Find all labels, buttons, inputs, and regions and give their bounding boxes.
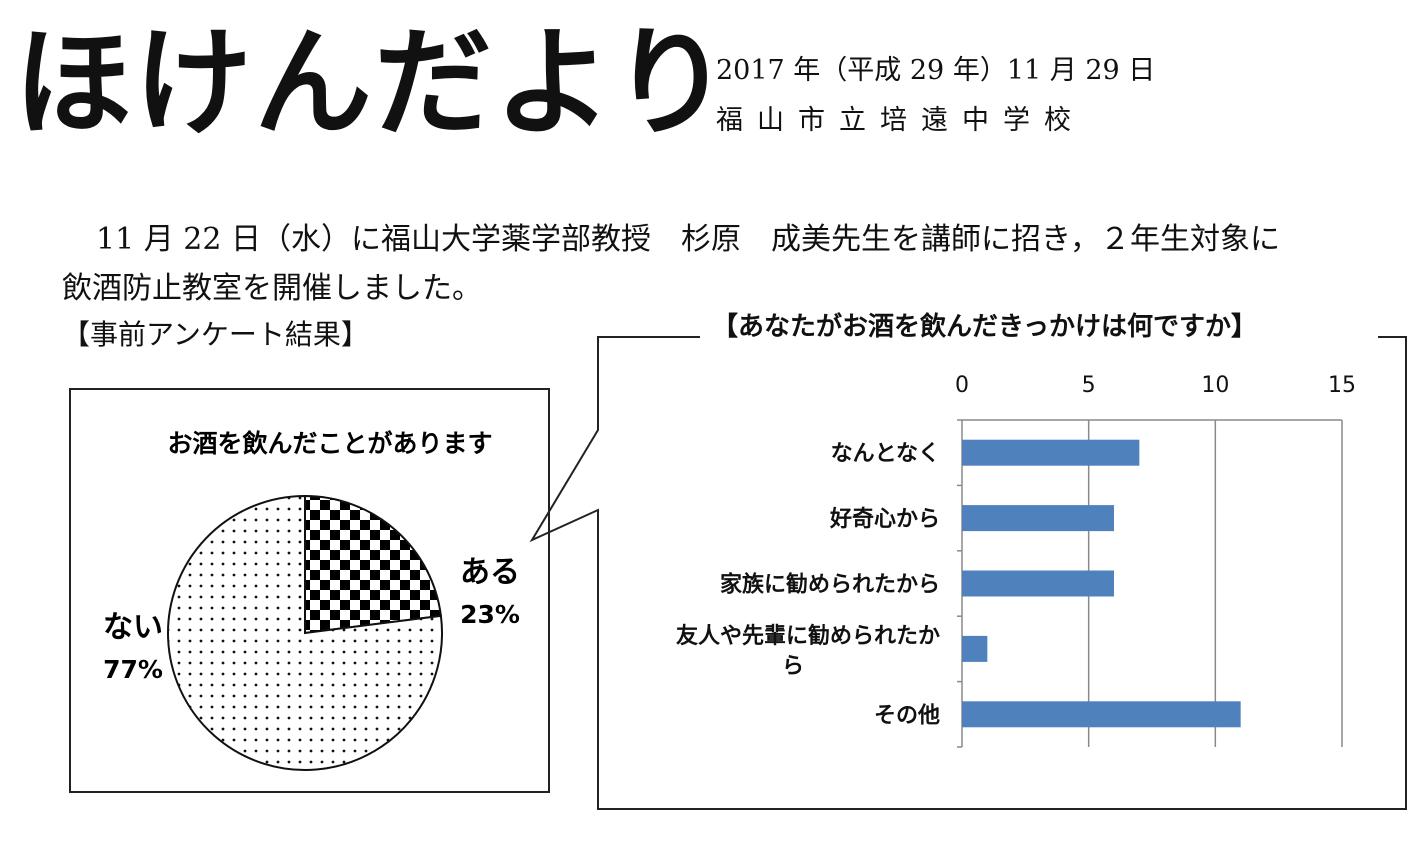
x-tick-label: 15 bbox=[1328, 373, 1356, 398]
school-name: 福山市立培遠中学校 bbox=[716, 105, 1085, 136]
pie-slice-no bbox=[167, 494, 443, 771]
pie-label-yes: ある bbox=[460, 555, 520, 590]
bar-4 bbox=[962, 701, 1241, 728]
newsletter-title: ほけんだより bbox=[14, 14, 732, 152]
pie-label-yes-percent: 23% bbox=[460, 600, 520, 629]
bar-3 bbox=[962, 635, 988, 662]
pie-slice-yes bbox=[304, 494, 443, 635]
survey-heading: 【事前アンケート結果】 bbox=[62, 318, 369, 351]
category-label: その他 bbox=[874, 703, 940, 728]
issue-date: 2017 年（平成 29 年）11 月 29 日 bbox=[716, 55, 1156, 86]
pie-chart-title: お酒を飲んだことがあります bbox=[167, 429, 492, 458]
x-tick-label: 10 bbox=[1201, 373, 1229, 398]
x-tick-label: 0 bbox=[955, 373, 969, 398]
bar-chart: 0 5 10 15 なんとなく好奇心から家族に勧められたから友人や先輩に勧められたからそ… bbox=[676, 373, 1356, 748]
pie-label-no-percent: 77% bbox=[103, 655, 163, 684]
bar-1 bbox=[962, 505, 1114, 532]
category-label: 家族に勧められたから bbox=[720, 572, 940, 598]
category-label-continued: ら bbox=[782, 654, 804, 679]
category-label: 友人や先輩に勧められたか bbox=[676, 623, 940, 649]
bar-2 bbox=[962, 570, 1114, 597]
bar-0 bbox=[962, 439, 1140, 466]
intro-line-2: 飲酒防止教室を開催しました。 bbox=[62, 271, 482, 306]
intro-line-1: 11 月 22 日（水）に福山大学薬学部教授 杉原 成美先生を講師に招き，２年生… bbox=[96, 222, 1281, 257]
category-label: なんとなく bbox=[831, 442, 940, 467]
x-tick-label: 5 bbox=[1082, 373, 1096, 398]
category-label: 好奇心から bbox=[829, 506, 940, 532]
bar-chart-title: 【あなたがお酒を飲んだきっかけは何ですか】 bbox=[712, 312, 1257, 342]
pie-chart-frame bbox=[69, 388, 550, 793]
pie-label-no: ない bbox=[103, 610, 163, 645]
